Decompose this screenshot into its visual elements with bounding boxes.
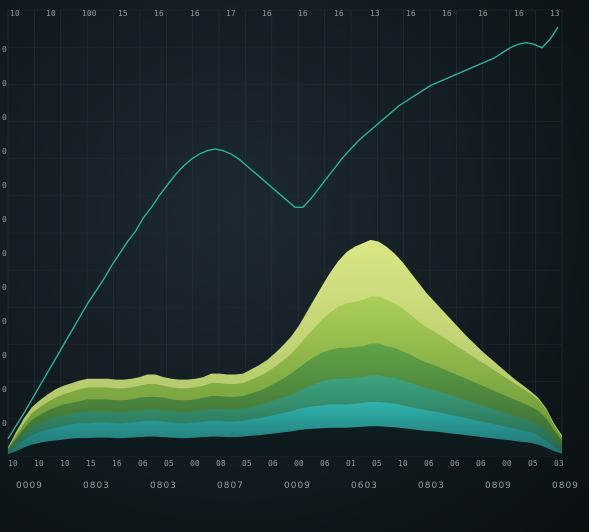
bottom-axis-tick: 08 bbox=[216, 459, 226, 468]
left-axis-label: 0 bbox=[2, 113, 7, 122]
bottom-axis-tick: 10 bbox=[60, 459, 70, 468]
top-axis-tick: 16 bbox=[298, 9, 308, 18]
bottom-axis-tick: 16 bbox=[112, 459, 122, 468]
left-axis-label: 0 bbox=[2, 351, 7, 360]
top-axis-tick: 16 bbox=[190, 9, 200, 18]
bottom-axis-tick: 06 bbox=[476, 459, 486, 468]
left-axis-label: 0 bbox=[2, 385, 7, 394]
left-axis-label: 0 bbox=[2, 419, 7, 428]
left-axis-labels: 0 0 0 0 0 0 0 0 0 0 0 0 bbox=[2, 45, 7, 428]
bottom-axis-tick: 06 bbox=[138, 459, 148, 468]
top-axis-tick: 15 bbox=[118, 9, 128, 18]
top-axis-tick: 13 bbox=[370, 9, 380, 18]
bottom-axis-tick: 15 bbox=[86, 459, 96, 468]
left-axis-label: 0 bbox=[2, 283, 7, 292]
left-axis-label: 0 bbox=[2, 147, 7, 156]
bottom-label: 0803 bbox=[418, 481, 445, 491]
top-axis-tick: 17 bbox=[226, 9, 236, 18]
top-axis-tick: 16 bbox=[514, 9, 524, 18]
bottom-label: 0809 bbox=[552, 481, 579, 491]
bottom-axis-tick: 05 bbox=[164, 459, 174, 468]
bottom-axis-tick: 00 bbox=[190, 459, 200, 468]
left-axis-label: 0 bbox=[2, 181, 7, 190]
bottom-label: 0603 bbox=[351, 481, 378, 491]
bottom-axis-tick: 01 bbox=[346, 459, 356, 468]
trend-line-group bbox=[7, 26, 559, 440]
bottom-axis-tick: 06 bbox=[268, 459, 278, 468]
top-axis-ticks: 10 10 100 15 16 16 17 16 16 16 13 16 16 16 16 13 bbox=[10, 9, 560, 18]
bottom-axis-tick: 05 bbox=[372, 459, 382, 468]
top-axis-tick: 16 bbox=[406, 9, 416, 18]
area-base-shadow bbox=[8, 426, 562, 456]
bottom-label: 0809 bbox=[485, 481, 512, 491]
top-axis-tick: 16 bbox=[478, 9, 488, 18]
area-series-group bbox=[8, 239, 562, 456]
bottom-axis-tick: 10 bbox=[8, 459, 18, 468]
top-axis-tick: 16 bbox=[262, 9, 272, 18]
bottom-axis-tick: 06 bbox=[320, 459, 330, 468]
top-axis-tick: 16 bbox=[154, 9, 164, 18]
bottom-axis-tick: 00 bbox=[502, 459, 512, 468]
left-axis-label: 0 bbox=[2, 249, 7, 258]
top-axis-tick: 100 bbox=[82, 9, 97, 18]
bottom-axis-tick: 03 bbox=[554, 459, 564, 468]
bottom-label: 0803 bbox=[83, 481, 110, 491]
left-axis-label: 0 bbox=[2, 79, 7, 88]
top-axis-tick: 10 bbox=[10, 9, 20, 18]
trend-line bbox=[7, 26, 559, 440]
bottom-axis-tick: 10 bbox=[398, 459, 408, 468]
bottom-axis-tick: 00 bbox=[294, 459, 304, 468]
bottom-axis-tick: 05 bbox=[528, 459, 538, 468]
top-axis-tick: 13 bbox=[550, 9, 560, 18]
bottom-axis-tick: 05 bbox=[242, 459, 252, 468]
left-axis-label: 0 bbox=[2, 215, 7, 224]
top-axis-tick: 16 bbox=[442, 9, 452, 18]
bottom-label: 0009 bbox=[16, 481, 43, 491]
top-axis-tick: 16 bbox=[334, 9, 344, 18]
left-axis-label: 0 bbox=[2, 45, 7, 54]
left-axis-label: 0 bbox=[2, 317, 7, 326]
top-axis-tick: 10 bbox=[46, 9, 56, 18]
bottom-label: 0009 bbox=[284, 481, 311, 491]
bottom-label: 0807 bbox=[217, 481, 244, 491]
bottom-axis-tick: 10 bbox=[34, 459, 44, 468]
bottom-labels: 0009 0803 0803 0807 0009 0603 0803 0809 0809 bbox=[16, 481, 579, 491]
bottom-axis-tick: 06 bbox=[450, 459, 460, 468]
bottom-axis-tick: 06 bbox=[424, 459, 434, 468]
bottom-label: 0803 bbox=[150, 481, 177, 491]
bottom-axis-ticks: 10 10 10 15 16 06 05 00 08 05 06 00 06 01 05 10 06 06 06 00… bbox=[8, 459, 564, 468]
